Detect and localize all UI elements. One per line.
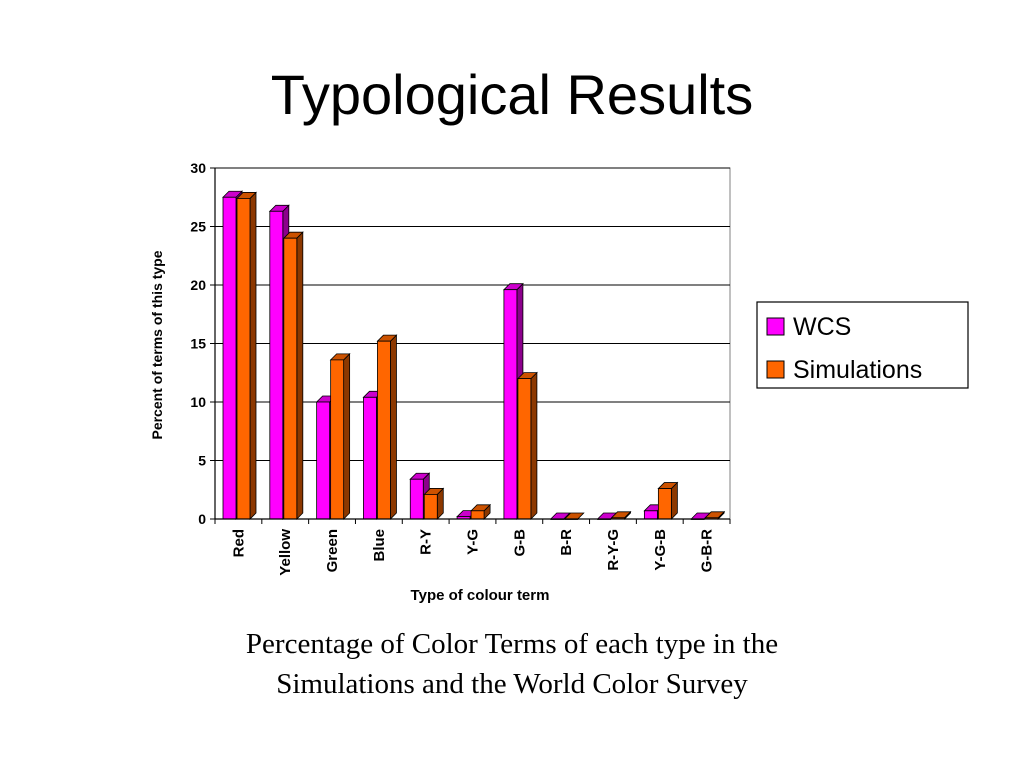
legend-swatch	[766, 317, 785, 336]
y-tick-label: 15	[190, 336, 206, 352]
x-tick-label: Blue	[371, 529, 388, 562]
bar	[657, 481, 679, 520]
legend-label: Simulations	[793, 356, 922, 384]
legend: WCS Simulations	[756, 301, 969, 389]
x-tick-label: R-Y	[418, 529, 435, 555]
bars-layer	[222, 190, 726, 520]
y-tick-label: 0	[198, 511, 206, 527]
x-tick-label: Yellow	[277, 529, 294, 576]
x-tick-label: Green	[324, 529, 341, 572]
caption-line-1: Percentage of Color Terms of each type i…	[245, 628, 779, 660]
bar	[376, 334, 398, 520]
x-tick-label: G-B	[511, 529, 528, 557]
bar	[470, 503, 492, 520]
caption-line-2: Simulations and the World Color Survey	[276, 668, 748, 700]
x-tick-label: G-B-R	[699, 529, 716, 572]
y-tick-label: 30	[190, 160, 206, 176]
x-tick-label: Y-G	[465, 529, 482, 555]
legend-box	[756, 301, 969, 389]
bar	[516, 371, 538, 520]
slide-title: Typological Results	[270, 63, 754, 126]
caption: Percentage of Color Terms of each type i…	[0, 624, 1024, 704]
y-axis-label: Percent of terms of this type	[149, 250, 165, 439]
bar	[282, 231, 304, 520]
x-axis-label: Type of colour term	[411, 587, 550, 604]
bar	[329, 352, 351, 520]
legend-swatch	[766, 360, 785, 379]
y-tick-label: 25	[190, 219, 206, 235]
x-tick-label: Red	[230, 529, 247, 557]
axis-layer: 0 5 10 15 20 25 30 Red Yellow Green Blue R-Y Y-G G-B B…	[190, 160, 731, 576]
x-tick-label: R-Y-G	[605, 529, 622, 571]
y-tick-label: 5	[198, 453, 206, 469]
x-tick-label: B-R	[558, 529, 575, 556]
legend-label: WCS	[793, 313, 851, 341]
bar	[423, 487, 445, 520]
y-tick-label: 10	[190, 394, 206, 410]
y-tick-label: 20	[190, 277, 206, 293]
bar	[236, 191, 257, 520]
x-tick-label: Y-G-B	[652, 529, 669, 571]
